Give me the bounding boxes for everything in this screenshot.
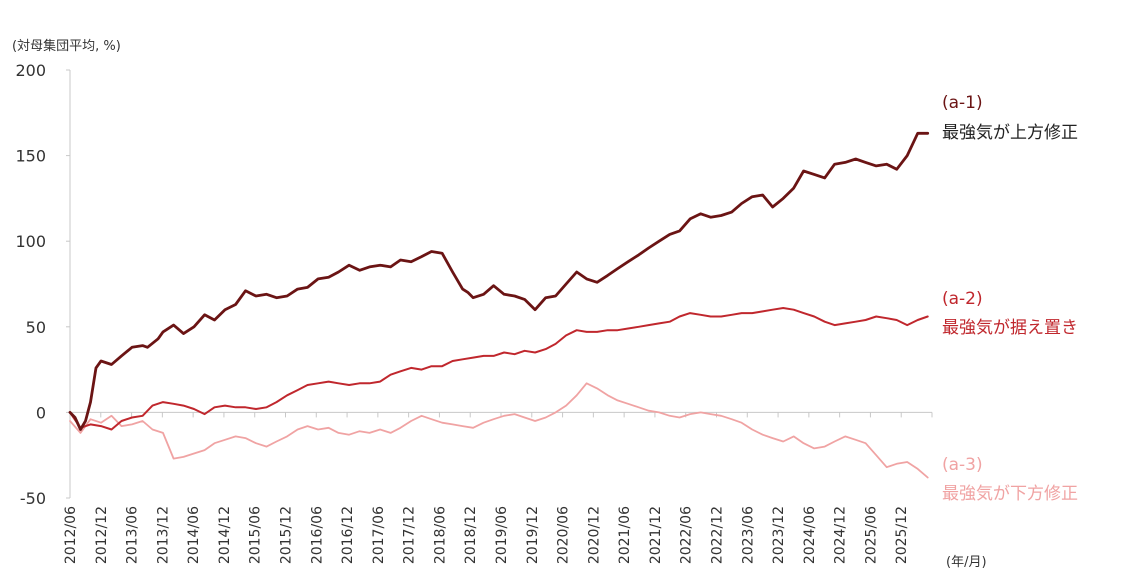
x-tick-label: 2019/06 xyxy=(494,506,510,564)
x-tick-label: 2015/12 xyxy=(279,506,295,564)
y-tick-label: 150 xyxy=(15,147,46,166)
y-unit-label: (対母集団平均, %) xyxy=(12,38,121,54)
x-tick-label: 2021/12 xyxy=(648,506,664,564)
x-tick-label: 2025/06 xyxy=(863,506,879,564)
x-tick-label: 2023/12 xyxy=(771,506,787,564)
series-label-id-a3: (a-3) xyxy=(942,455,983,475)
series-line-a1 xyxy=(68,131,930,431)
x-tick-label: 2013/12 xyxy=(155,506,171,564)
x-tick-label: 2014/06 xyxy=(186,506,202,564)
series-label-name-a2: 最強気が据え置き xyxy=(942,318,1078,338)
x-tick-label: 2015/06 xyxy=(248,506,264,564)
y-tick-label: -50 xyxy=(20,489,46,508)
x-tick-label: 2024/06 xyxy=(802,506,818,564)
series-labels: (a-1) 最強気が上方修正 (a-2) 最強気が据え置き (a-3) 最強気が下方修正 xyxy=(942,93,1078,504)
series-label-id-a1: (a-1) xyxy=(942,93,983,113)
x-tick-label: 2019/12 xyxy=(525,506,541,564)
x-tick-label: 2012/06 xyxy=(63,506,79,564)
y-tick-label: 50 xyxy=(26,318,46,337)
x-tick-label: 2022/06 xyxy=(679,506,695,564)
series-label-name-a1: 最強気が上方修正 xyxy=(942,123,1078,143)
x-tick-label: 2025/12 xyxy=(894,506,910,564)
y-tick-label: 100 xyxy=(15,232,46,251)
x-tick-label: 2021/06 xyxy=(617,506,633,564)
series-line-a2 xyxy=(69,307,929,431)
x-tick-label: 2018/06 xyxy=(432,506,448,564)
x-tick-label: 2017/12 xyxy=(402,506,418,564)
y-tick-label: 200 xyxy=(15,61,46,80)
x-tick-label: 2018/12 xyxy=(463,506,479,564)
series-line-a3 xyxy=(69,382,929,479)
x-tick-label: 2016/06 xyxy=(309,506,325,564)
series-label-name-a3: 最強気が下方修正 xyxy=(942,484,1078,504)
x-tick-label: 2014/12 xyxy=(217,506,233,564)
x-tick-label: 2020/06 xyxy=(556,506,572,564)
x-unit-label: (年/月) xyxy=(946,555,987,570)
y-tick-label: 0 xyxy=(36,403,46,422)
x-tick-label: 2012/12 xyxy=(94,506,110,564)
x-tick-label: 2024/12 xyxy=(833,506,849,564)
x-tick-label: 2020/12 xyxy=(586,506,602,564)
x-tick-label: 2022/12 xyxy=(710,506,726,564)
axes: 200 150 100 50 0 -50 2012/06 2012/12 2013/06 2013… xyxy=(15,61,933,564)
series-layer xyxy=(68,131,930,479)
x-tick-label: 2017/06 xyxy=(371,506,387,564)
x-tick-label: 2013/06 xyxy=(125,506,141,564)
x-tick-label: 2016/12 xyxy=(340,506,356,564)
x-tick-label: 2023/06 xyxy=(740,506,756,564)
series-label-id-a2: (a-2) xyxy=(942,289,983,309)
